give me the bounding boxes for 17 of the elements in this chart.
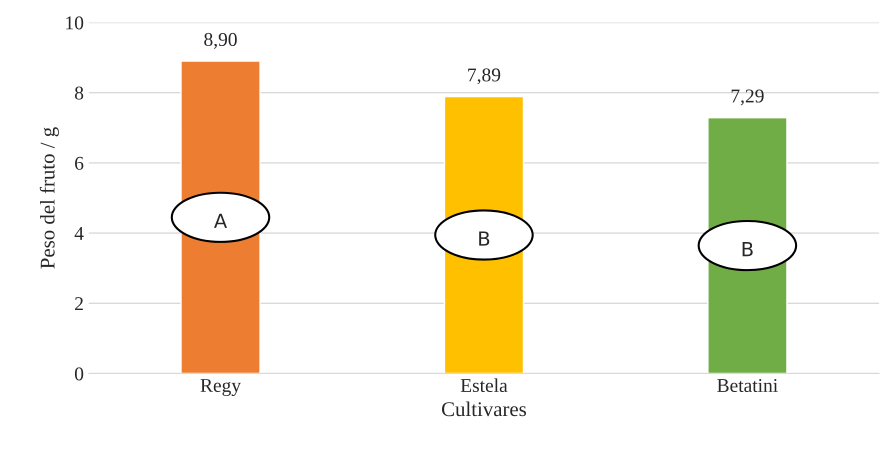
data-label: 7,29: [732, 89, 764, 106]
y-tick-label: 4: [74, 227, 84, 240]
annotation: A: [214, 214, 228, 228]
y-tick-label: 6: [75, 156, 84, 170]
x-tick-label: Estela: [460, 378, 508, 392]
y-tick-label: 10: [66, 16, 84, 30]
x-axis-title: Cultivares: [442, 402, 526, 416]
y-tick-label: 2: [75, 297, 83, 310]
annotation: B: [742, 242, 753, 256]
data-label: 8,90: [204, 32, 237, 49]
x-tick-label: Regy: [200, 379, 241, 396]
data-label: 7,89: [468, 68, 500, 84]
annotation: B: [479, 231, 490, 246]
y-tick-label: 0: [74, 367, 84, 380]
x-tick-label: Betatini: [717, 378, 778, 392]
y-tick-label: 8: [74, 86, 84, 100]
y-axis-title: Peso del fruto / g: [40, 127, 59, 269]
